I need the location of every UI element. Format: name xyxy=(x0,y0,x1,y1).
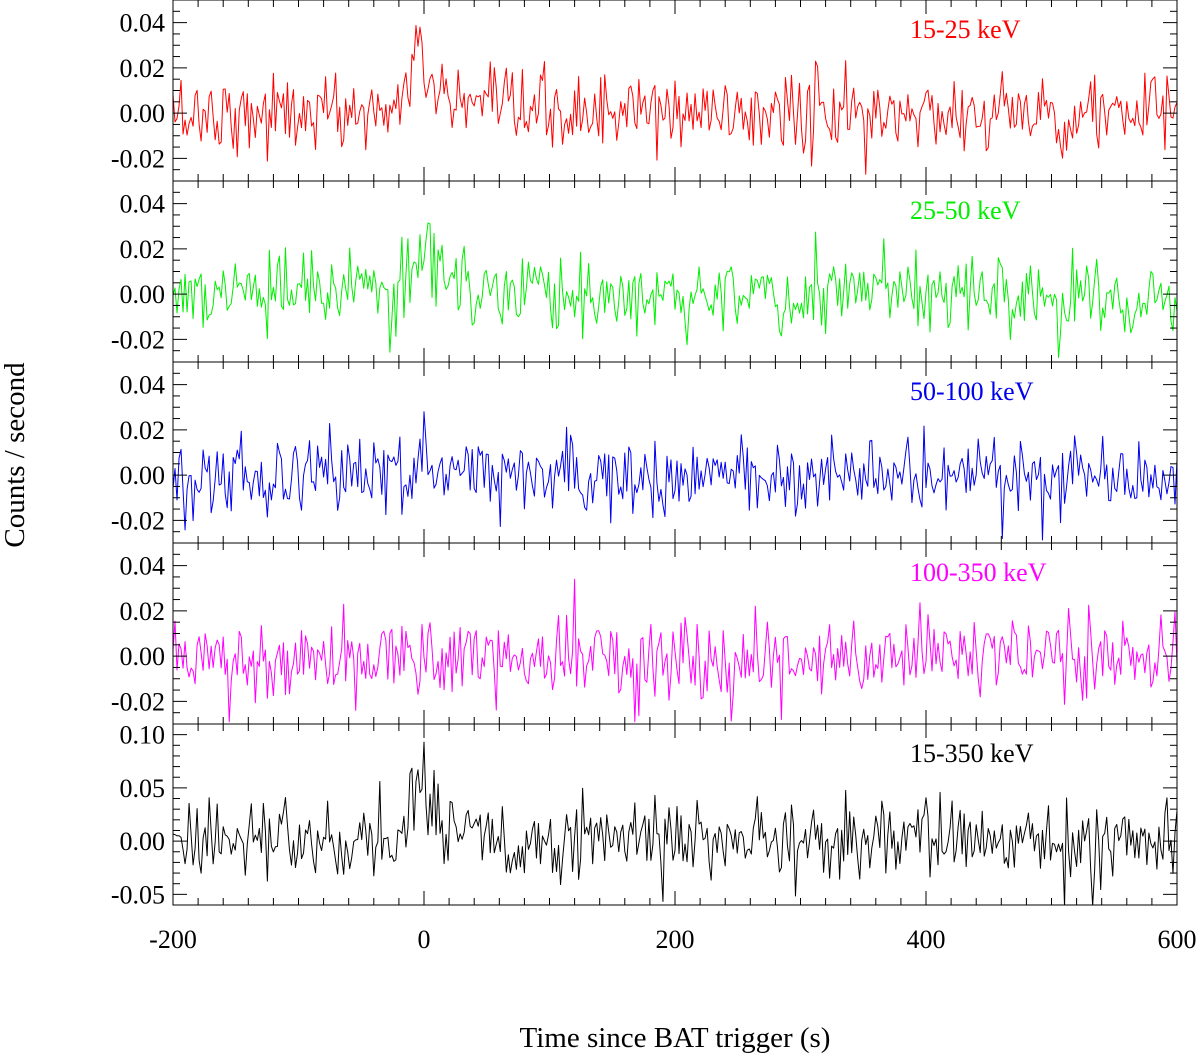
x-tick-label: 400 xyxy=(907,925,946,954)
y-tick-label: 0.00 xyxy=(120,99,166,128)
band-label: 100-350 keV xyxy=(910,558,1047,587)
y-tick-label: 0.02 xyxy=(120,597,166,626)
y-tick-label: -0.02 xyxy=(111,144,165,173)
y-tick-label: -0.02 xyxy=(111,687,165,716)
x-axis-label: Time since BAT trigger (s) xyxy=(520,1022,831,1054)
band-label: 15-350 keV xyxy=(910,739,1034,768)
panel-frame xyxy=(172,180,1178,363)
chart-panels: 0.04 0.02 0.00 -0.02 15-25 keV 0.04 0.02 0.00 -0… xyxy=(111,0,1178,909)
y-tick-label: -0.05 xyxy=(111,880,165,909)
series-line xyxy=(173,24,1177,175)
band-label: 50-100 keV xyxy=(910,377,1034,406)
series-line xyxy=(173,578,1177,723)
y-tick-label: -0.02 xyxy=(111,325,165,354)
y-tick-label: 0.02 xyxy=(120,54,166,83)
y-tick-label: 0.02 xyxy=(120,235,166,264)
panel-5: 0.10 0.05 0.00 -0.05 15-350 keV xyxy=(111,721,1178,909)
y-tick-label: 0.04 xyxy=(120,190,166,219)
y-tick-label: 0.00 xyxy=(120,642,166,671)
x-tick-label: 0 xyxy=(418,925,431,954)
series-line xyxy=(173,741,1177,905)
y-axis-label: Counts / second xyxy=(0,362,31,548)
y-tick-label: -0.02 xyxy=(111,506,165,535)
panel-1: 0.04 0.02 0.00 -0.02 15-25 keV xyxy=(111,0,1178,182)
y-tick-label: 0.00 xyxy=(120,280,166,309)
y-tick-label: 0.00 xyxy=(120,827,166,856)
x-tick-labels: -200 0 200 400 600 xyxy=(149,925,1196,954)
x-tick-label: 200 xyxy=(656,925,695,954)
series-line xyxy=(173,411,1177,541)
y-tick-label: 0.05 xyxy=(120,774,166,803)
panel-4: 0.04 0.02 0.00 -0.02 100-350 keV xyxy=(111,542,1178,725)
y-tick-label: 0.04 xyxy=(120,371,166,400)
band-label: 15-25 keV xyxy=(910,15,1021,44)
y-tick-label: 0.04 xyxy=(120,552,166,581)
panel-3: 0.04 0.02 0.00 -0.02 50-100 keV xyxy=(111,361,1178,544)
x-tick-label: -200 xyxy=(149,925,197,954)
y-tick-label: 0.00 xyxy=(120,461,166,490)
series-line xyxy=(173,222,1177,358)
band-label: 25-50 keV xyxy=(910,196,1021,225)
y-tick-label: 0.04 xyxy=(120,9,166,38)
y-tick-label: 0.02 xyxy=(120,416,166,445)
x-tick-label: 600 xyxy=(1158,925,1197,954)
panel-2: 0.04 0.02 0.00 -0.02 25-50 keV xyxy=(111,180,1178,363)
y-tick-label: 0.10 xyxy=(120,721,166,750)
